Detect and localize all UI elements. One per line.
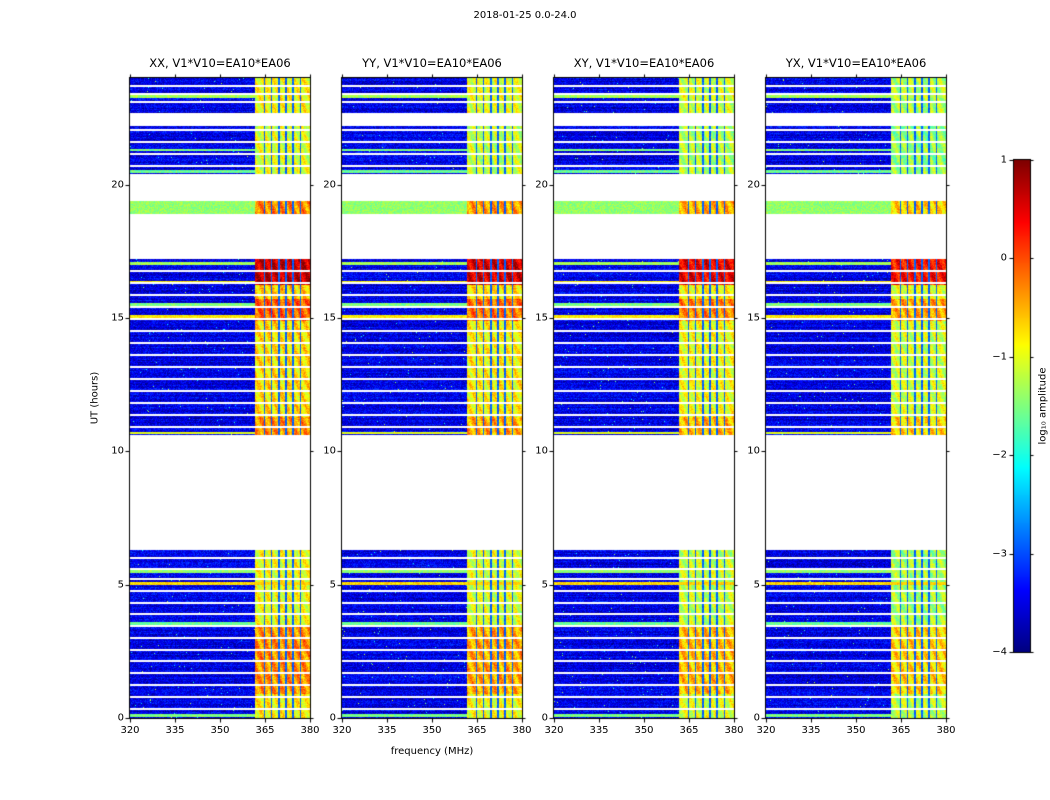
heatmap-panel-yx — [766, 78, 946, 718]
y-tick-label: 0 — [117, 712, 124, 724]
x-tick-label: 335 — [165, 725, 185, 736]
heatmap-panel-yy — [342, 78, 522, 718]
x-tick-label: 365 — [255, 725, 275, 736]
x-tick-label: 320 — [120, 725, 140, 736]
panel-title-xy: XY, V1*V10=EA10*EA06 — [573, 56, 715, 70]
y-axis-label: UT (hours) — [89, 371, 101, 425]
y-tick-label: 20 — [111, 179, 124, 191]
y-tick-label: 20 — [535, 179, 548, 191]
x-tick-label: 365 — [467, 725, 487, 736]
panel-title-yy: YY, V1*V10=EA10*EA06 — [362, 56, 502, 70]
colorbar-tick-label: −3 — [992, 548, 1007, 560]
y-tick-label: 0 — [541, 712, 548, 724]
x-tick-label: 320 — [756, 725, 776, 736]
x-tick-label: 320 — [332, 725, 352, 736]
colorbar-tick-label: −2 — [992, 449, 1007, 461]
x-tick-label: 380 — [512, 725, 532, 736]
y-tick-label: 10 — [535, 445, 548, 457]
y-tick-label: 5 — [753, 579, 760, 591]
x-tick-label: 365 — [679, 725, 699, 736]
figure-title: 2018-01-25 0.0-24.0 — [473, 10, 577, 21]
y-tick-label: 15 — [323, 312, 336, 324]
x-tick-label: 335 — [589, 725, 609, 736]
x-axis-label: frequency (MHz) — [390, 746, 474, 757]
colorbar-tick-label: 0 — [1000, 252, 1007, 264]
colorbar-tick-label: 1 — [1000, 154, 1007, 166]
x-tick-label: 365 — [891, 725, 911, 736]
x-tick-label: 350 — [422, 725, 442, 736]
y-tick-label: 15 — [111, 312, 124, 324]
y-tick-label: 20 — [747, 179, 760, 191]
y-tick-label: 5 — [541, 579, 548, 591]
x-tick-label: 350 — [634, 725, 654, 736]
y-tick-label: 10 — [747, 445, 760, 457]
panel-title-xx: XX, V1*V10=EA10*EA06 — [149, 56, 291, 70]
heatmap-panel-xx — [130, 78, 310, 718]
colorbar-tick-label: −1 — [992, 351, 1007, 363]
x-tick-label: 335 — [801, 725, 821, 736]
y-tick-label: 20 — [323, 179, 336, 191]
colorbar-tick-label: −4 — [992, 646, 1007, 658]
y-tick-label: 15 — [747, 312, 760, 324]
x-tick-label: 380 — [300, 725, 320, 736]
y-tick-label: 0 — [753, 712, 760, 724]
x-tick-label: 335 — [377, 725, 397, 736]
colorbar-label: log₁₀ amplitude — [1037, 367, 1049, 445]
x-tick-label: 380 — [724, 725, 744, 736]
x-tick-label: 380 — [936, 725, 956, 736]
x-tick-label: 320 — [544, 725, 564, 736]
panel-title-yx: YX, V1*V10=EA10*EA06 — [785, 56, 927, 70]
y-tick-label: 0 — [329, 712, 336, 724]
y-tick-label: 5 — [329, 579, 336, 591]
y-tick-label: 5 — [117, 579, 124, 591]
x-tick-label: 350 — [210, 725, 230, 736]
y-tick-label: 10 — [323, 445, 336, 457]
y-tick-label: 10 — [111, 445, 124, 457]
y-tick-label: 15 — [535, 312, 548, 324]
x-tick-label: 350 — [846, 725, 866, 736]
heatmap-panel-xy — [554, 78, 734, 718]
